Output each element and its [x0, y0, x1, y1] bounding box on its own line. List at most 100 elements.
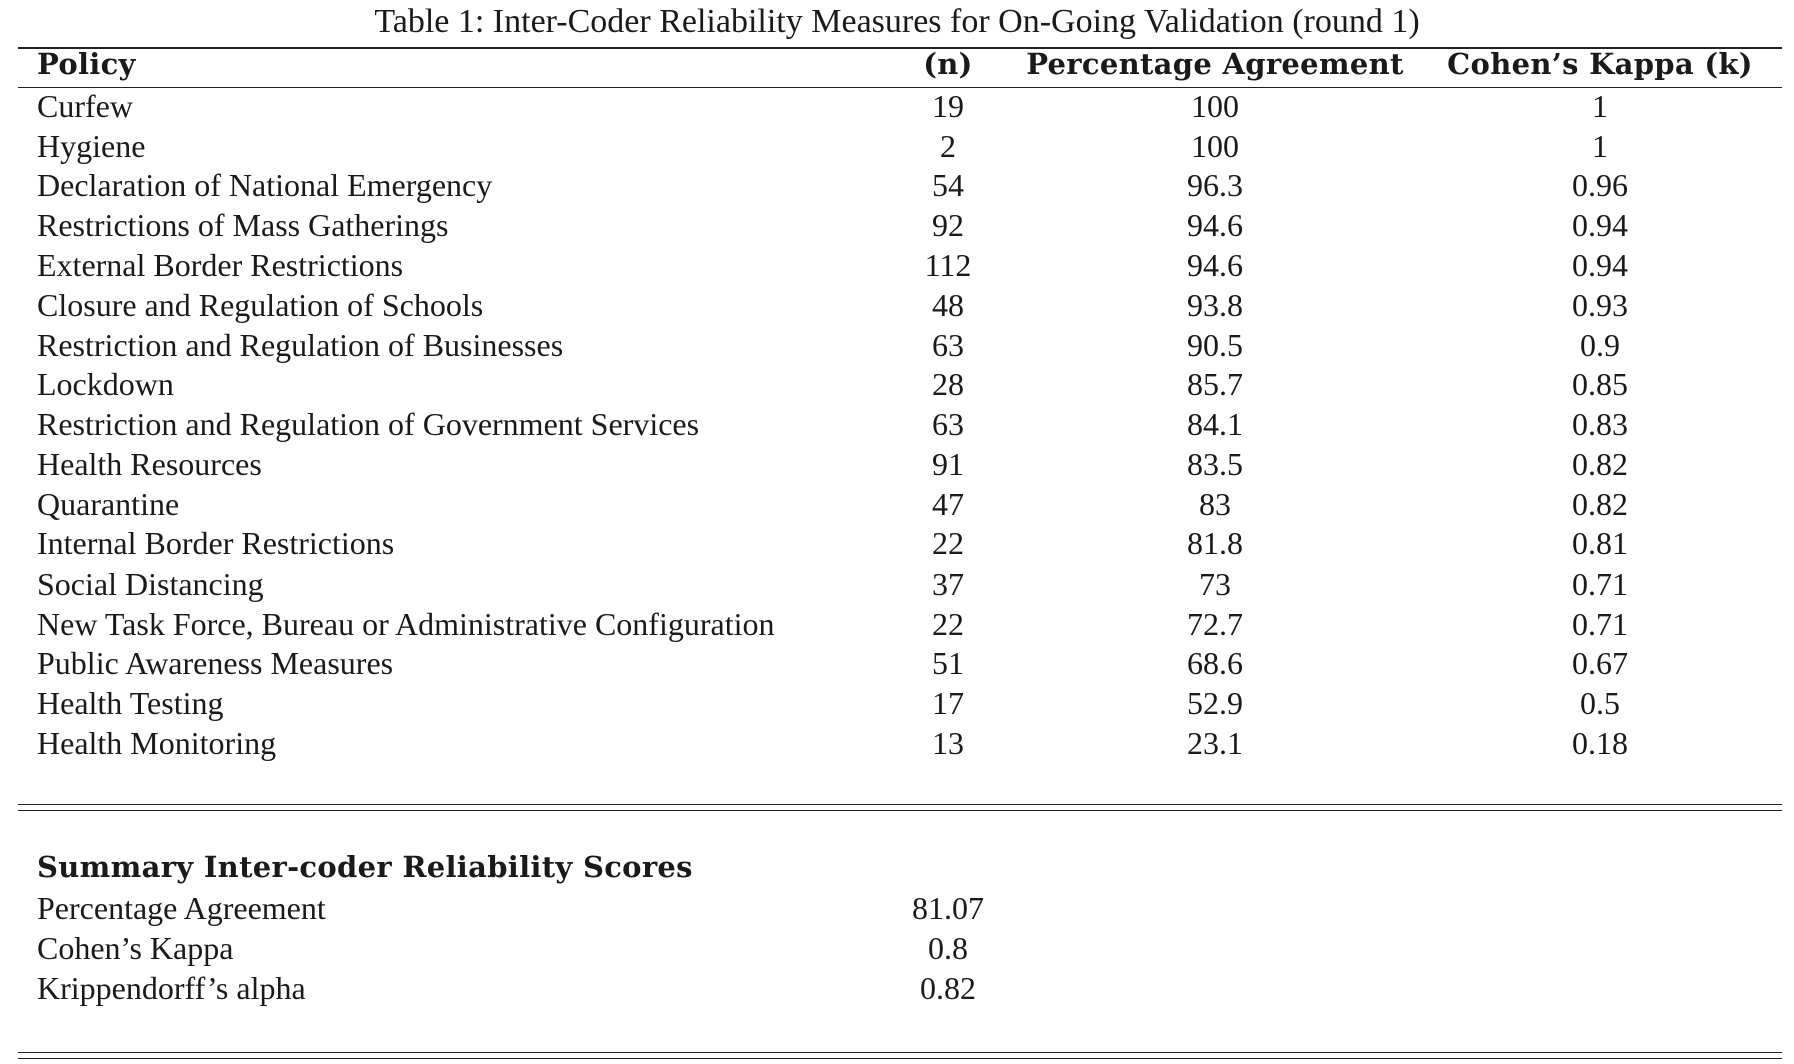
cell-n: 63	[932, 406, 964, 442]
cell-percentage-agreement: 68.6	[1187, 645, 1243, 681]
cell-percentage-agreement: 83.5	[1187, 446, 1243, 482]
cell-n: 51	[932, 645, 964, 681]
summary-row: Cohen’s Kappa 0.8	[0, 928, 1794, 968]
summary-label: Krippendorff’s alpha	[37, 970, 306, 1006]
cell-n: 92	[932, 207, 964, 243]
cell-policy: Health Resources	[37, 446, 262, 482]
cell-n: 17	[932, 685, 964, 721]
cell-cohens-kappa: 0.18	[1572, 725, 1628, 761]
cell-percentage-agreement: 94.6	[1187, 207, 1243, 243]
cell-policy: Health Testing	[37, 685, 224, 721]
table-caption: Table 1: Inter-Coder Reliability Measure…	[374, 3, 1420, 40]
table-row: Restriction and Regulation of Businesses…	[0, 325, 1794, 365]
cell-percentage-agreement: 96.3	[1187, 167, 1243, 203]
cell-n: 2	[940, 128, 956, 164]
cell-percentage-agreement: 81.8	[1187, 525, 1243, 561]
cell-policy: Closure and Regulation of Schools	[37, 287, 484, 323]
cell-cohens-kappa: 0.93	[1572, 287, 1628, 323]
cell-percentage-agreement: 52.9	[1187, 685, 1243, 721]
cell-policy: Quarantine	[37, 486, 180, 522]
cell-cohens-kappa: 0.94	[1572, 207, 1628, 243]
summary-title: Summary Inter-coder Reliability Scores	[37, 850, 693, 884]
table-row: External Border Restrictions 112 94.6 0.…	[0, 245, 1794, 285]
summary-label: Cohen’s Kappa	[37, 930, 234, 966]
cell-cohens-kappa: 0.96	[1572, 167, 1628, 203]
cell-percentage-agreement: 90.5	[1187, 327, 1243, 363]
table-row: Quarantine 47 83 0.82	[0, 484, 1794, 524]
cell-cohens-kappa: 0.82	[1572, 446, 1628, 482]
mid-double-rule-bottom	[18, 810, 1782, 812]
mid-double-rule-top	[18, 804, 1782, 806]
cell-policy: Restriction and Regulation of Businesses	[37, 327, 564, 363]
top-rule	[18, 47, 1782, 49]
cell-n: 63	[932, 327, 964, 363]
cell-cohens-kappa: 0.94	[1572, 247, 1628, 283]
summary-label: Percentage Agreement	[37, 890, 326, 926]
table-row: Declaration of National Emergency 54 96.…	[0, 165, 1794, 205]
cell-percentage-agreement: 93.8	[1187, 287, 1243, 323]
table-row: Health Monitoring 13 23.1 0.18	[0, 723, 1794, 763]
cell-cohens-kappa: 0.71	[1572, 566, 1628, 602]
summary-value: 0.82	[920, 970, 976, 1006]
table-row: New Task Force, Bureau or Administrative…	[0, 604, 1794, 644]
cell-n: 112	[924, 247, 972, 283]
table-row: Restriction and Regulation of Government…	[0, 404, 1794, 444]
cell-policy: Hygiene	[37, 128, 146, 164]
cell-policy: Lockdown	[37, 366, 174, 402]
cell-n: 48	[932, 287, 964, 323]
cell-cohens-kappa: 1	[1592, 88, 1608, 124]
cell-cohens-kappa: 0.83	[1572, 406, 1628, 442]
cell-cohens-kappa: 0.85	[1572, 366, 1628, 402]
table-row: Restrictions of Mass Gatherings 92 94.6 …	[0, 205, 1794, 245]
cell-policy: Social Distancing	[37, 566, 264, 602]
table-row: Closure and Regulation of Schools 48 93.…	[0, 285, 1794, 325]
bottom-double-rule-top	[18, 1052, 1782, 1054]
cell-policy: Health Monitoring	[37, 725, 277, 761]
cell-policy: New Task Force, Bureau or Administrative…	[37, 606, 775, 642]
cell-percentage-agreement: 84.1	[1187, 406, 1243, 442]
cell-policy: External Border Restrictions	[37, 247, 404, 283]
table-row: Internal Border Restrictions 22 81.8 0.8…	[0, 523, 1794, 563]
bottom-double-rule-bottom	[18, 1058, 1782, 1060]
header-n: (n)	[923, 47, 973, 81]
header-percentage-agreement: Percentage Agreement	[1026, 47, 1404, 81]
table-row: Health Resources 91 83.5 0.82	[0, 444, 1794, 484]
cell-cohens-kappa: 1	[1592, 128, 1608, 164]
cell-percentage-agreement: 94.6	[1187, 247, 1243, 283]
cell-cohens-kappa: 0.9	[1580, 327, 1620, 363]
header-rule	[18, 87, 1782, 89]
cell-cohens-kappa: 0.5	[1580, 685, 1620, 721]
cell-n: 54	[932, 167, 964, 203]
cell-n: 19	[932, 88, 964, 124]
cell-n: 22	[932, 525, 964, 561]
cell-n: 91	[932, 446, 964, 482]
cell-policy: Restriction and Regulation of Government…	[37, 406, 700, 442]
table-row: Lockdown 28 85.7 0.85	[0, 364, 1794, 404]
table-row: Hygiene 2 100 1	[0, 126, 1794, 166]
cell-policy: Declaration of National Emergency	[37, 167, 493, 203]
cell-policy: Public Awareness Measures	[37, 645, 394, 681]
summary-row: Percentage Agreement 81.07	[0, 888, 1794, 928]
cell-percentage-agreement: 85.7	[1187, 366, 1243, 402]
cell-n: 37	[932, 566, 964, 602]
cell-policy: Internal Border Restrictions	[37, 525, 395, 561]
table-row: Curfew 19 100 1	[0, 86, 1794, 126]
table-row: Public Awareness Measures 51 68.6 0.67	[0, 643, 1794, 683]
cell-n: 22	[932, 606, 964, 642]
cell-cohens-kappa: 0.71	[1572, 606, 1628, 642]
header-cohens-kappa: Cohen’s Kappa (k)	[1447, 47, 1753, 81]
cell-n: 13	[932, 725, 964, 761]
cell-percentage-agreement: 100	[1191, 88, 1239, 124]
cell-percentage-agreement: 73	[1199, 566, 1231, 602]
cell-cohens-kappa: 0.82	[1572, 486, 1628, 522]
cell-cohens-kappa: 0.81	[1572, 525, 1628, 561]
cell-percentage-agreement: 100	[1191, 128, 1239, 164]
table-header-row: Policy (n) Percentage Agreement Cohen’s …	[0, 44, 1794, 84]
summary-value: 81.07	[912, 890, 984, 926]
cell-n: 47	[932, 486, 964, 522]
cell-cohens-kappa: 0.67	[1572, 645, 1628, 681]
summary-row: Krippendorff’s alpha 0.82	[0, 968, 1794, 1008]
cell-percentage-agreement: 72.7	[1187, 606, 1243, 642]
header-policy: Policy	[37, 47, 136, 81]
